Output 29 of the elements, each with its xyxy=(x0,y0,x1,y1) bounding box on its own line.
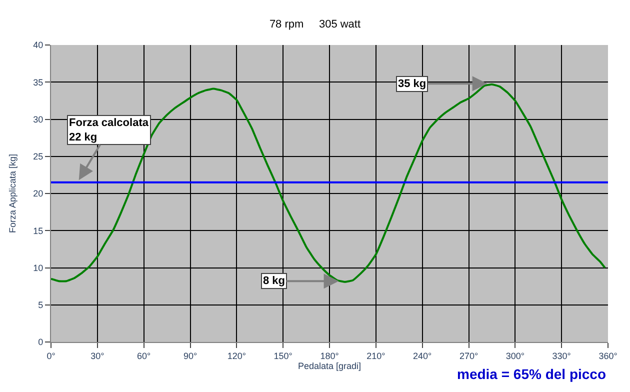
y-tick-label: 15 xyxy=(33,226,44,236)
x-tick-label: 270° xyxy=(459,350,478,361)
x-tick-label: 240° xyxy=(413,350,432,361)
x-tick-label: 360° xyxy=(598,350,618,361)
y-tick-label: 0 xyxy=(38,337,44,348)
y-tick-label: 35 xyxy=(33,77,44,88)
annotation: 35 kg xyxy=(398,78,426,90)
y-tick-label: 40 xyxy=(33,40,44,50)
x-tick-label: 120° xyxy=(227,350,246,361)
x-tick-label: 60° xyxy=(137,350,152,361)
x-tick-label: 210° xyxy=(366,350,386,361)
x-tick-label: 330° xyxy=(552,350,572,361)
x-tick-label: 180° xyxy=(320,350,340,361)
annotation: Forza calcolata 22 kg xyxy=(69,117,150,144)
y-tick-label: 30 xyxy=(33,114,44,124)
y-axis-title: Forza Applicata [kg] xyxy=(8,154,18,234)
x-tick-label: 150° xyxy=(274,350,293,361)
y-tick-label: 5 xyxy=(38,300,44,310)
x-tick-label: 90° xyxy=(183,350,198,361)
y-tick-label: 20 xyxy=(33,188,44,199)
chart-title: 78 rpm 305 watt xyxy=(269,18,361,30)
text: media = 65% del picco xyxy=(457,366,606,382)
annotation: 8 kg xyxy=(263,275,286,287)
y-tick-label: 25 xyxy=(33,152,44,162)
x-tick-label: 300° xyxy=(506,350,525,361)
x-tick-label: 0° xyxy=(46,350,56,361)
x-tick-label: 30° xyxy=(90,350,105,361)
y-tick-label: 10 xyxy=(33,262,44,273)
x-axis-title: Pedalata [gradi] xyxy=(298,360,362,371)
